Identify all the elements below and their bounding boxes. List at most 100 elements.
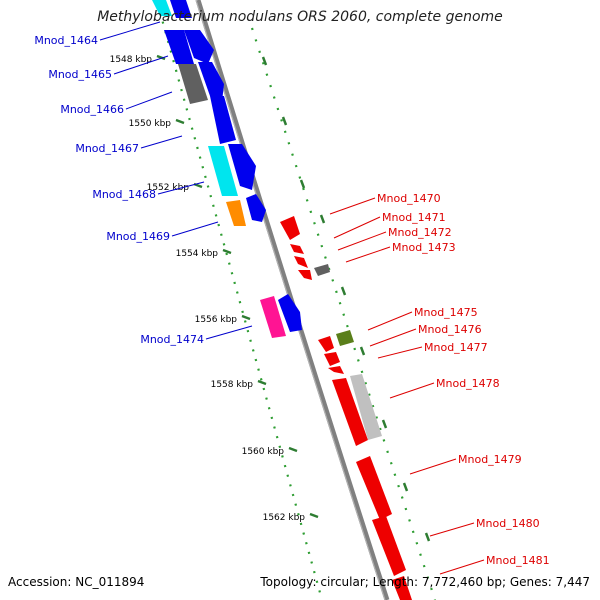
- right-gene-label: Mnod_1475: [414, 306, 478, 319]
- right-leader-line: [389, 382, 435, 399]
- kbp-tick-mark: [175, 118, 185, 125]
- ruler-tick-mark: [261, 56, 268, 66]
- right-leader-line: [369, 328, 417, 347]
- left-gene-label: Mnod_1468: [92, 188, 156, 201]
- left-gene-label: Mnod_1464: [34, 34, 98, 47]
- kbp-tick-label: 1558 kbp: [211, 380, 254, 390]
- kbp-tick-label: 1560 kbp: [242, 447, 285, 457]
- right-leader-line: [345, 246, 391, 263]
- right-leader-line: [333, 216, 381, 239]
- kbp-tick-mark: [257, 379, 267, 386]
- gene-mnod_1464-forward: [152, 0, 172, 16]
- right-leader-line: [409, 458, 457, 475]
- kbp-tick-mark: [241, 314, 251, 321]
- left-leader-line: [157, 181, 205, 195]
- gene-mnod_1465b-forward: [184, 30, 214, 64]
- gene-mnod_1473-reverse: [314, 264, 330, 276]
- right-leader-line: [377, 346, 423, 359]
- gene-mnod_1478-reverse: [332, 378, 368, 446]
- accession-text: Accession: NC_011894: [8, 575, 145, 589]
- right-gene-label: Mnod_1471: [382, 211, 446, 224]
- right-gene-label: Mnod_1477: [424, 341, 488, 354]
- left-leader-line: [125, 91, 173, 110]
- gene-mnod_1479-reverse: [356, 456, 392, 520]
- right-gene-label: Mnod_1472: [388, 226, 452, 239]
- gene-mnod_1471-reverse: [290, 244, 304, 254]
- kbp-tick-label: 1556 kbp: [195, 315, 238, 325]
- outer-dotted-ruler: [250, 27, 437, 600]
- gene-mnod_1470-reverse: [280, 216, 300, 240]
- inner-dotted-ruler: [158, 11, 324, 600]
- left-leader-line: [205, 325, 253, 340]
- gene-mnod_1474b-forward: [278, 294, 302, 332]
- gene-mnod_1476-reverse: [336, 330, 354, 346]
- gene-mnod_1472-reverse: [294, 256, 308, 268]
- dotted-guide-lines: [158, 11, 437, 600]
- gene-mnod_1472b-reverse: [298, 270, 312, 280]
- gene-mnod_1466b-forward: [198, 62, 224, 102]
- right-gene-label: Mnod_1480: [476, 517, 540, 530]
- left-gene-label: Mnod_1465: [48, 68, 112, 81]
- topology-text: Topology: circular; Length: 7,772,460 bp…: [260, 575, 590, 589]
- kbp-tick-label: 1552 kbp: [147, 183, 190, 193]
- left-gene-label: Mnod_1469: [106, 230, 170, 243]
- gene-mnod_1467-forward: [210, 96, 236, 144]
- right-leader-line: [337, 231, 387, 251]
- gene-features: [152, 0, 412, 600]
- ruler-tick-mark: [381, 419, 388, 429]
- right-gene-label: Mnod_1481: [486, 554, 550, 567]
- right-leader-line: [439, 559, 485, 575]
- kbp-tick-mark: [309, 512, 319, 519]
- right-gene-label: Mnod_1470: [377, 192, 441, 205]
- ruler-tick-mark: [299, 179, 306, 189]
- kbp-tick-label: 1562 kbp: [263, 513, 306, 523]
- right-gene-label: Mnod_1476: [418, 323, 482, 336]
- right-gene-label: Mnod_1473: [392, 241, 456, 254]
- left-gene-label: Mnod_1474: [140, 333, 204, 346]
- right-leader-line: [367, 311, 413, 331]
- gene-mnod_1481-reverse: [392, 576, 412, 600]
- kbp-tick-label: 1554 kbp: [176, 249, 219, 259]
- ruler-tick-mark: [402, 482, 409, 492]
- right-leader-line: [329, 197, 376, 215]
- gene-mnod_1477-reverse: [324, 352, 340, 366]
- kbp-tick-label: 1548 kbp: [110, 55, 153, 65]
- ruler-tick-mark: [424, 532, 431, 542]
- left-leader-line: [99, 21, 161, 41]
- kbp-tick-mark: [222, 248, 232, 255]
- gene-mnod_1468-forward: [208, 146, 238, 196]
- right-gene-label: Mnod_1478: [436, 377, 500, 390]
- left-leader-line: [113, 55, 169, 75]
- gene-mnod_1477b-reverse: [328, 366, 344, 374]
- kbp-tick-mark: [288, 446, 298, 453]
- left-gene-label: Mnod_1466: [60, 103, 124, 116]
- left-leader-line: [140, 135, 183, 149]
- gene-mnod_1464b-forward: [170, 0, 192, 18]
- ruler-tick-mark: [281, 116, 288, 126]
- gene-mnod_1469b-forward: [246, 194, 266, 222]
- scale-ticks: 1548 kbp 1550 kbp 1552 kbp 1554 kbp 1556 kbp…: [110, 54, 431, 542]
- gene-mnod_1474-forward: [260, 296, 286, 338]
- ruler-tick-mark: [319, 214, 326, 224]
- label-leader-lines: [99, 21, 485, 575]
- kbp-tick-label: 1550 kbp: [129, 119, 172, 129]
- ruler-tick-mark: [340, 286, 347, 296]
- backbone-line: [195, 0, 390, 600]
- gene-mnod_1475-reverse: [318, 336, 334, 352]
- map-title: Methylobacterium nodulans ORS 2060, comp…: [97, 9, 503, 25]
- right-gene-label: Mnod_1479: [458, 453, 522, 466]
- gene-mnod_1468b-forward: [228, 144, 256, 190]
- gene-mnod_1469-forward: [226, 200, 246, 226]
- right-leader-line: [429, 522, 475, 537]
- kbp-tick-mark: [156, 54, 166, 61]
- left-gene-label: Mnod_1467: [75, 142, 139, 155]
- ruler-tick-mark: [359, 346, 366, 356]
- gene-mnod_1465-forward: [164, 30, 194, 64]
- gene-mnod_1480-reverse: [372, 516, 406, 576]
- left-leader-line: [171, 221, 219, 237]
- gene-mnod_1478b-reverse: [350, 374, 382, 440]
- gene-labels: Mnod_1464 Mnod_1465 Mnod_1466 Mnod_1467 Mnod…: [34, 34, 549, 567]
- gene-mnod_1466-forward: [178, 64, 208, 104]
